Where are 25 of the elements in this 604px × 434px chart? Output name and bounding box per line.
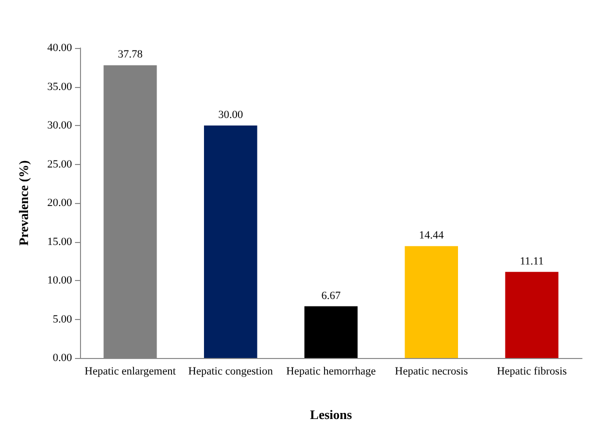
y-tick-label: 15.00 [47, 236, 72, 248]
y-tick-label: 20.00 [47, 197, 72, 209]
data-label: 37.78 [118, 48, 144, 61]
x-tick-label: Hepatic hemorrhage [286, 366, 376, 378]
data-label: 6.67 [321, 290, 342, 302]
x-axis-title: Lesions [310, 407, 352, 422]
bar [404, 246, 458, 358]
y-tick-label: 5.00 [52, 313, 72, 326]
data-label: 30.00 [218, 109, 244, 121]
bar [505, 272, 558, 358]
bar [304, 306, 358, 358]
y-tick-label: 10.00 [47, 274, 72, 286]
x-tick-label: Hepatic fibrosis [496, 366, 567, 378]
x-tick-label: Hepatic congestion [188, 366, 274, 378]
data-label: 11.11 [520, 255, 544, 268]
y-tick-label: 30.00 [47, 120, 72, 132]
y-tick-label: 0.00 [52, 352, 72, 364]
y-tick-label: 40.00 [47, 42, 72, 54]
data-label: 14.44 [419, 230, 444, 242]
y-axis-title: Prevalence (%) [16, 160, 31, 246]
y-tick-label: 35.00 [47, 80, 72, 93]
y-tick-label: 25.00 [47, 158, 72, 170]
x-tick-label: Hepatic enlargement [84, 366, 176, 378]
x-tick-label: Hepatic necrosis [394, 366, 468, 378]
bar [204, 126, 258, 358]
